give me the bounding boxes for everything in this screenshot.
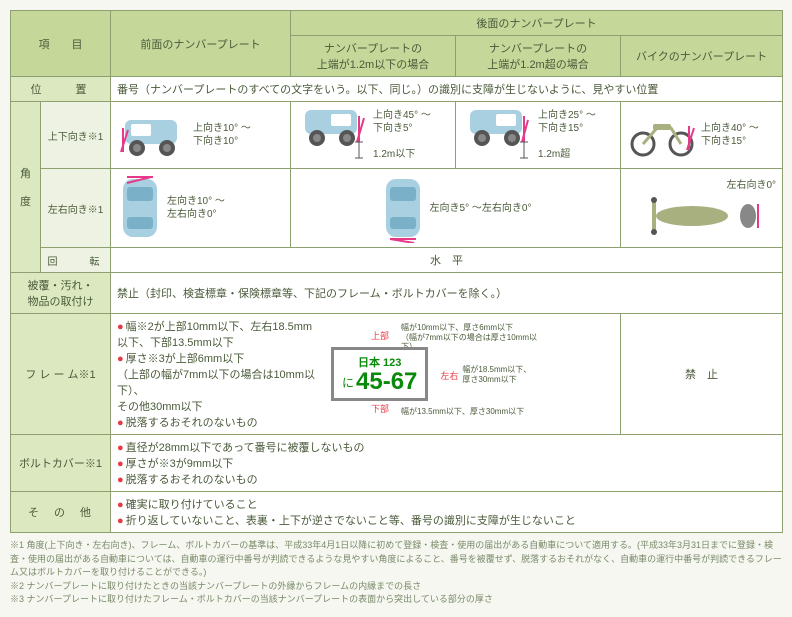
row-frame-label: フ レ ー ム※1 — [11, 314, 111, 435]
row-other-label: そ の 他 — [11, 492, 111, 533]
cell-updown-bike: 上向き40° ～ 下向き15° — [621, 102, 783, 169]
footnote-2: ※2 ナンバープレートに取り付けたときの当該ナンバープレートの外縁からフレームの… — [10, 580, 782, 594]
plate-diagram: 上部 幅が10mm以下、厚さ6mm以下 （幅が7mm以下の場合は厚さ10mm以下… — [331, 347, 428, 401]
row-other-content: 確実に取り付けていること 折り返していないこと、表裏・上下が逆さでないこと等、番… — [111, 492, 783, 533]
car-top-rear-icon — [380, 173, 426, 243]
row-bolt-content: 直径が28mm以下であって番号に被覆しないもの 厚さが※3が9mm以下 脱落する… — [111, 435, 783, 492]
plate-label-bottom: 下部 — [371, 402, 389, 415]
row-frame-content: 幅※2が上部10mm以下、左右18.5mm以下、下部13.5mm以下 厚さ※3が… — [111, 314, 621, 435]
car-rear-icon — [297, 106, 369, 164]
row-leftright-label: 左右向き※1 — [41, 169, 111, 248]
plate-note-side: 幅が18.5mm以下、 厚さ30mm以下 — [462, 365, 548, 384]
plate-note-bottom: 幅が13.5mm以下、厚さ30mm以下 — [401, 406, 561, 417]
th-rear-a: ナンバープレートの 上端が1.2m以下の場合 — [291, 36, 456, 77]
th-front: 前面のナンバープレート — [111, 11, 291, 77]
plate-label-top: 上部 — [371, 329, 389, 342]
plate-number: 45-67 — [356, 370, 417, 394]
cell-leftright-rear: 左向き5° ～左右向き0° — [291, 169, 621, 248]
th-rear-b: ナンバープレートの 上端が1.2m超の場合 — [456, 36, 621, 77]
bike-side-icon — [627, 110, 697, 160]
row-angle-label: 角度 — [11, 102, 41, 273]
row-rotation-label: 回 転 — [41, 248, 111, 273]
footnote-3: ※3 ナンバープレートに取り付けたフレーム・ボルトカバーの当該ナンバープレートの… — [10, 593, 782, 607]
bike-top-icon — [632, 194, 772, 238]
th-item: 項 目 — [11, 11, 111, 77]
row-position-label: 位 置 — [11, 77, 111, 102]
cell-updown-rear-a: 上向き45° ～ 下向き5°1.2m以下 — [291, 102, 456, 169]
row-cover-label: 被覆・汚れ・ 物品の取付け — [11, 273, 111, 314]
car-rear-icon-b — [462, 106, 534, 164]
footnotes: ※1 角度(上下向き・左右向き)、フレーム、ボルトカバーの基準は、平成33年4月… — [10, 539, 782, 607]
plate-hira: に — [342, 374, 354, 391]
row-updown-label: 上下向き※1 — [41, 102, 111, 169]
row-rotation-value: 水 平 — [111, 248, 783, 273]
cell-leftright-front: 左向き10° ～ 左右向き0° — [111, 169, 291, 248]
car-side-icon — [117, 110, 189, 160]
plate-rules-table: 項 目 前面のナンバープレート 後面のナンバープレート ナンバープレートの 上端… — [10, 10, 783, 533]
th-bike: バイクのナンバープレート — [621, 36, 783, 77]
cell-updown-front: 上向き10° ～ 下向き10° — [111, 102, 291, 169]
th-rear: 後面のナンバープレート — [291, 11, 783, 36]
car-top-icon — [117, 173, 163, 243]
row-bolt-label: ボルトカバー※1 — [11, 435, 111, 492]
row-position-text: 番号（ナンバープレートのすべての文字をいう。以下、同じ。）の識別に支障が生じない… — [111, 77, 783, 102]
row-cover-text: 禁止（封印、検査標章・保険標章等、下記のフレーム・ボルトカバーを除く。） — [111, 273, 783, 314]
frame-bullets: 幅※2が上部10mm以下、左右18.5mm以下、下部13.5mm以下 厚さ※3が… — [117, 318, 317, 430]
cell-updown-rear-b: 上向き25° ～ 下向き15°1.2m超 — [456, 102, 621, 169]
cell-leftright-bike: 左右向き0° — [621, 169, 783, 248]
row-frame-bike: 禁 止 — [621, 314, 783, 435]
plate-label-side: 左右 — [440, 369, 458, 382]
footnote-1: ※1 角度(上下向き・左右向き)、フレーム、ボルトカバーの基準は、平成33年4月… — [10, 539, 782, 580]
